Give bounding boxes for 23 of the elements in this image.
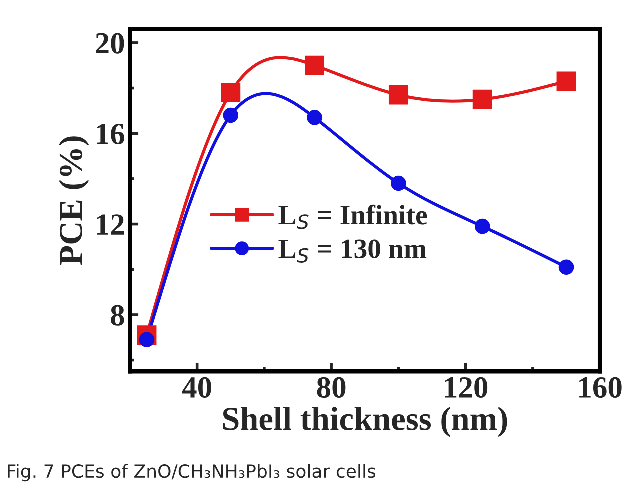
y-tick-label: 16	[97, 124, 124, 145]
point	[305, 56, 325, 76]
point	[391, 176, 406, 192]
point	[221, 83, 241, 103]
x-tick-label: 120	[445, 377, 488, 398]
x-tick-label: 40	[182, 377, 212, 398]
point	[472, 90, 492, 110]
legend-label: L$_{S}$ = 130 nm	[278, 240, 427, 264]
x-axis-title: Shell thickness (nm)	[223, 406, 508, 438]
point	[556, 72, 576, 92]
caption: Fig. 7 PCEs of ZnO/CH₃NH₃PbI₃ solar cells	[8, 464, 376, 482]
y-tick-label: 20	[96, 33, 124, 54]
y-tick-label: 12	[97, 214, 124, 235]
x-tick-label: 160	[580, 377, 622, 398]
point	[388, 85, 408, 105]
point	[558, 260, 574, 275]
point	[223, 108, 239, 124]
x-tick-label: 80	[317, 377, 346, 398]
point	[474, 218, 490, 234]
y-tick-label: 8	[111, 305, 124, 326]
y-axis-title: PCE (%)	[59, 136, 90, 266]
point	[307, 110, 322, 126]
legend-label: L$_{S}$ = Infinite	[278, 204, 428, 230]
